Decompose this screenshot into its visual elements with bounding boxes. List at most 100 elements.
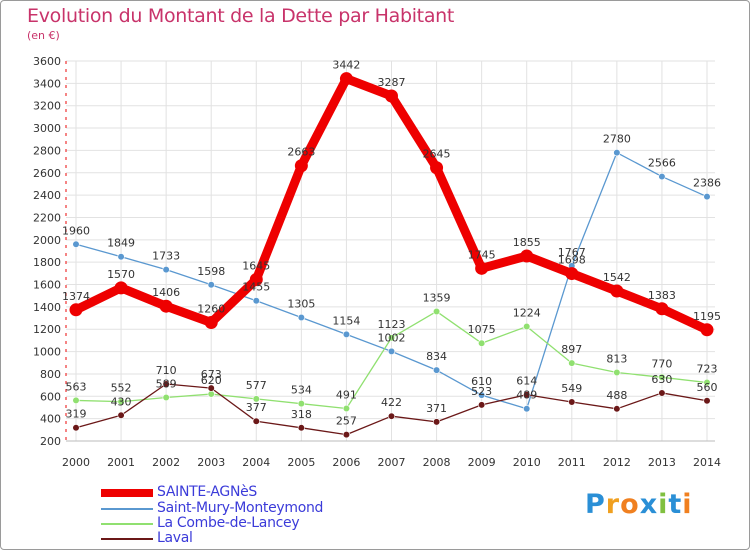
data-label: 1123 xyxy=(378,318,406,331)
data-label: 834 xyxy=(426,350,447,363)
data-label: 1260 xyxy=(197,303,225,316)
legend-item-saint-mury-monteymond: Saint-Mury-Monteymond xyxy=(101,500,401,517)
data-label: 589 xyxy=(156,378,177,391)
x-tick-label: 2010 xyxy=(513,456,541,469)
data-label: 488 xyxy=(606,389,627,402)
x-tick-label: 2012 xyxy=(603,456,631,469)
data-label: 563 xyxy=(66,380,87,393)
y-tick-label: 200 xyxy=(40,435,61,448)
legend-swatch xyxy=(101,538,153,540)
data-label: 1224 xyxy=(513,307,541,320)
data-label: 630 xyxy=(651,373,672,386)
y-tick-label: 3000 xyxy=(33,122,61,135)
data-label: 1598 xyxy=(197,265,225,278)
y-tick-label: 1600 xyxy=(33,279,61,292)
data-point xyxy=(117,253,125,261)
data-point xyxy=(297,400,305,408)
legend-swatch xyxy=(101,489,153,497)
x-tick-label: 2014 xyxy=(693,456,721,469)
x-tick-label: 2006 xyxy=(332,456,360,469)
legend-item-sainte-agnes: SAINTE-AGNèS xyxy=(101,484,401,501)
logo-letter: x xyxy=(639,489,659,520)
data-label: 610 xyxy=(471,375,492,388)
data-point xyxy=(387,412,396,420)
data-point xyxy=(523,405,531,413)
y-tick-label: 2600 xyxy=(33,167,61,180)
data-point xyxy=(613,149,621,157)
data-label: 897 xyxy=(561,343,582,356)
data-label: 614 xyxy=(516,375,537,388)
data-point xyxy=(387,334,396,342)
y-tick-label: 3400 xyxy=(33,77,61,90)
data-point xyxy=(339,72,353,86)
y-tick-label: 3200 xyxy=(33,100,61,113)
data-point xyxy=(520,249,534,263)
data-point xyxy=(478,391,486,399)
data-point xyxy=(252,395,260,403)
data-label: 2780 xyxy=(603,133,631,146)
data-point xyxy=(658,389,666,397)
x-tick-label: 2002 xyxy=(152,456,180,469)
data-label: 813 xyxy=(606,352,627,365)
data-label: 3442 xyxy=(332,59,360,72)
data-label: 422 xyxy=(381,396,402,409)
data-label: 1645 xyxy=(242,260,270,273)
data-label: 1406 xyxy=(152,286,180,299)
data-label: 1855 xyxy=(513,236,541,249)
data-label: 577 xyxy=(246,379,267,392)
data-point xyxy=(342,431,351,439)
data-label: 2663 xyxy=(287,146,315,159)
data-point xyxy=(523,391,531,399)
y-tick-label: 2400 xyxy=(33,189,61,202)
data-label: 1542 xyxy=(603,271,631,284)
data-point xyxy=(478,339,486,347)
data-point xyxy=(162,380,170,388)
data-label: 1960 xyxy=(62,224,90,237)
y-tick-label: 2200 xyxy=(33,211,61,224)
legend-label: SAINTE-AGNèS xyxy=(157,484,258,500)
y-tick-label: 2000 xyxy=(33,234,61,247)
data-point xyxy=(703,397,711,405)
data-label: 318 xyxy=(291,408,312,421)
data-point xyxy=(658,373,666,381)
data-label: 534 xyxy=(291,384,312,397)
data-point xyxy=(568,398,576,406)
data-label: 2566 xyxy=(648,157,676,170)
x-tick-label: 2009 xyxy=(468,456,496,469)
data-label: 620 xyxy=(201,374,222,387)
data-point xyxy=(523,322,531,331)
data-point xyxy=(568,359,576,367)
legend-label: La Combe-de-Lancey xyxy=(157,515,300,531)
data-label: 489 xyxy=(516,389,537,402)
chart-title: Evolution du Montant de la Dette par Hab… xyxy=(27,5,455,27)
data-point xyxy=(249,273,263,286)
x-tick-label: 2005 xyxy=(287,456,315,469)
data-point xyxy=(565,267,579,281)
y-tick-label: 800 xyxy=(40,368,61,381)
logo-letter: o xyxy=(620,489,640,520)
data-point xyxy=(294,159,308,173)
y-tick-label: 600 xyxy=(40,390,61,403)
data-point xyxy=(385,89,398,103)
data-point xyxy=(162,266,170,274)
x-tick-label: 2000 xyxy=(62,456,90,469)
data-label: 523 xyxy=(471,385,492,398)
data-point xyxy=(117,411,125,419)
data-label: 723 xyxy=(697,363,718,376)
data-label: 1383 xyxy=(648,289,676,302)
data-label: 1455 xyxy=(242,281,270,294)
data-point xyxy=(432,418,441,426)
y-tick-label: 1400 xyxy=(33,301,61,314)
data-label: 371 xyxy=(426,402,447,415)
data-point xyxy=(342,330,351,338)
legend-swatch xyxy=(101,523,153,525)
data-point xyxy=(658,172,666,181)
legend-swatch xyxy=(101,508,153,510)
data-label: 1195 xyxy=(693,310,721,323)
chart-subtitle: (en €) xyxy=(27,29,60,42)
data-point xyxy=(475,261,489,275)
data-point xyxy=(430,161,444,175)
data-point xyxy=(613,405,621,413)
logo-letter: i xyxy=(658,489,669,520)
